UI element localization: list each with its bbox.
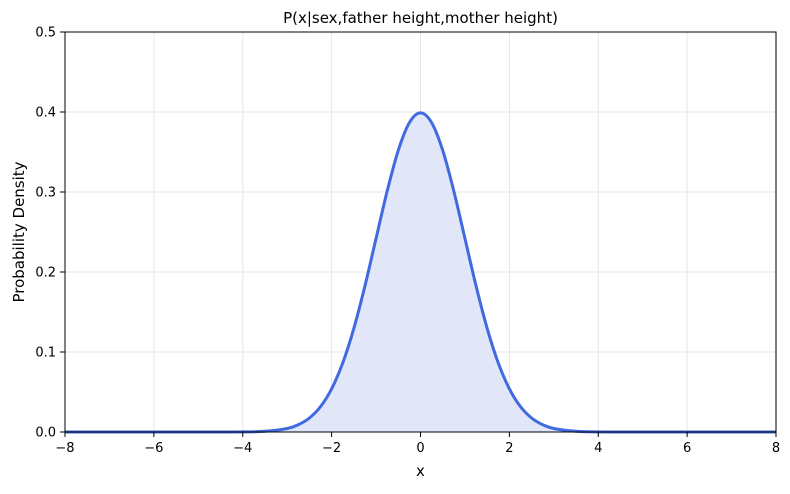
y-tick-label: 0.5	[35, 26, 56, 41]
x-tick-label: −6	[144, 441, 163, 456]
x-tick-label: −4	[233, 441, 252, 456]
tick-layer: −8 −6 −4 −2 0 2 4 6 8 0.0 0.1 0.2 0.3 0.4 0.5	[35, 26, 780, 457]
x-tick-label: −2	[322, 441, 341, 456]
x-tick-label: 4	[594, 441, 602, 456]
y-tick-label: 0.2	[35, 266, 56, 281]
x-tick-label: −8	[55, 441, 74, 456]
y-tick-label: 0.0	[35, 426, 56, 441]
y-tick-label: 0.1	[35, 346, 56, 361]
chart-title: P(x|sex,father height,mother height)	[283, 9, 558, 27]
x-tick-label: 8	[772, 441, 780, 456]
y-axis-label: Probability Density	[10, 161, 28, 302]
x-tick-label: 0	[416, 441, 424, 456]
x-tick-label: 2	[505, 441, 513, 456]
series-line	[64, 111, 776, 434]
x-axis-label: x	[416, 462, 425, 480]
x-tick-label: 6	[683, 441, 691, 456]
line-layer	[64, 111, 776, 434]
y-tick-label: 0.3	[35, 186, 56, 201]
series-fill-area	[65, 112, 776, 432]
y-tick-label: 0.4	[35, 106, 56, 121]
fill-layer	[65, 112, 776, 432]
